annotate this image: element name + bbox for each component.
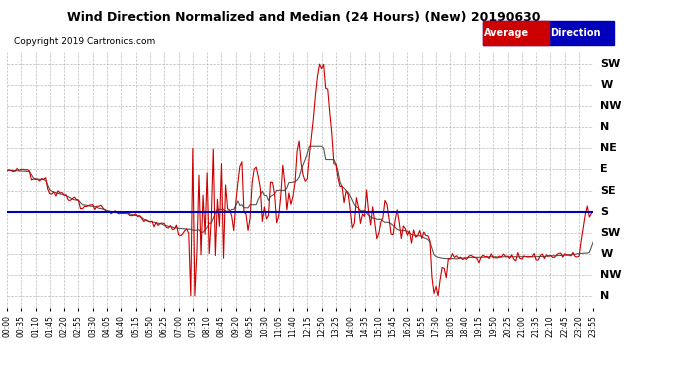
Text: N: N <box>600 291 609 301</box>
Text: W: W <box>600 80 613 90</box>
Text: SW: SW <box>600 59 620 69</box>
Text: NW: NW <box>600 101 622 111</box>
Text: Wind Direction Normalized and Median (24 Hours) (New) 20190630: Wind Direction Normalized and Median (24… <box>67 11 540 24</box>
Text: E: E <box>600 165 608 174</box>
Text: W: W <box>600 249 613 259</box>
Text: SE: SE <box>600 186 616 195</box>
Text: Copyright 2019 Cartronics.com: Copyright 2019 Cartronics.com <box>14 38 155 46</box>
Text: SW: SW <box>600 228 620 238</box>
Text: NE: NE <box>600 143 618 153</box>
Text: NW: NW <box>600 270 622 280</box>
Text: Direction: Direction <box>551 28 601 38</box>
Text: Average: Average <box>484 28 529 38</box>
Text: S: S <box>600 207 609 217</box>
Text: N: N <box>600 122 609 132</box>
